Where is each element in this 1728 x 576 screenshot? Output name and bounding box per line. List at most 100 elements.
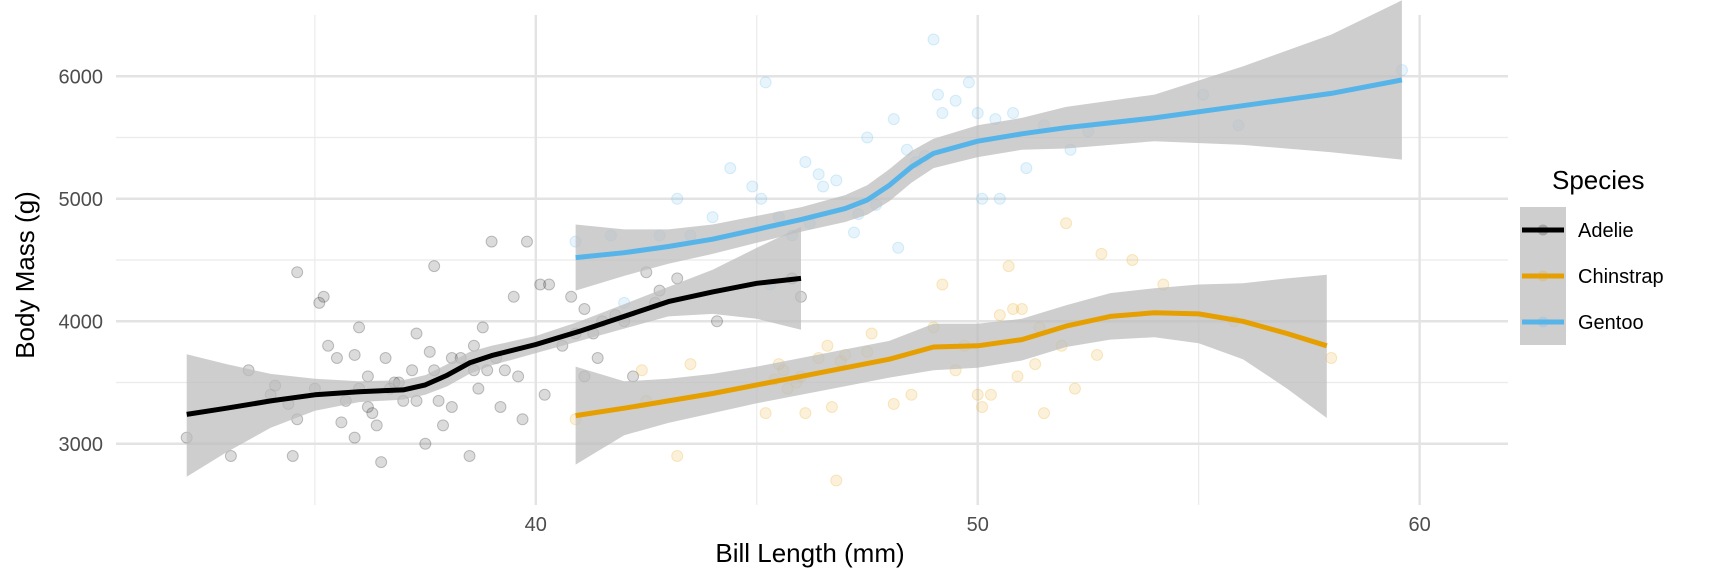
point-gentoo [892, 241, 905, 254]
point-adelie [565, 290, 578, 303]
trend-line-chinstrap [575, 310, 1328, 419]
y-axis-title: Body Mass (g) [10, 191, 40, 359]
point-adelie [507, 290, 520, 303]
ribbon-gentoo [575, 0, 1402, 291]
point-gentoo [755, 192, 768, 205]
point-chinstrap [936, 278, 949, 291]
point-gentoo [746, 180, 759, 193]
point-adelie [370, 419, 383, 432]
point-adelie [512, 370, 525, 383]
point-adelie [467, 339, 480, 352]
trend-line-adelie [186, 275, 802, 417]
point-chinstrap [971, 388, 984, 401]
point-adelie [543, 278, 556, 291]
point-chinstrap [887, 397, 900, 410]
point-chinstrap [993, 309, 1006, 322]
point-gentoo [931, 88, 944, 101]
point-gentoo [812, 168, 825, 181]
point-adelie [406, 364, 419, 377]
point-adelie [498, 364, 511, 377]
point-chinstrap [905, 388, 918, 401]
point-chinstrap [635, 364, 648, 377]
point-chinstrap [1060, 217, 1073, 230]
point-adelie [472, 382, 485, 395]
point-adelie [534, 278, 547, 291]
point-chinstrap [1029, 358, 1042, 371]
legend-label-gentoo: Gentoo [1578, 312, 1644, 334]
point-adelie [313, 296, 326, 309]
point-adelie [485, 235, 498, 248]
point-adelie [710, 315, 723, 328]
point-chinstrap [1091, 348, 1104, 361]
point-chinstrap [865, 327, 878, 340]
point-adelie [516, 413, 529, 426]
point-gentoo [671, 192, 684, 205]
point-gentoo [971, 107, 984, 119]
point-gentoo [993, 192, 1006, 205]
point-adelie [432, 394, 445, 407]
point-adelie [476, 321, 489, 334]
point-chinstrap [830, 474, 843, 487]
point-gentoo [861, 131, 874, 144]
point-gentoo [830, 174, 843, 187]
point-adelie [330, 352, 343, 364]
y-tick-label: 4000 [59, 311, 104, 333]
point-adelie [463, 450, 476, 462]
point-chinstrap [799, 407, 812, 420]
y-tick-label: 6000 [59, 66, 104, 88]
point-gentoo [847, 226, 860, 239]
y-tick-label: 3000 [59, 434, 104, 456]
point-adelie [578, 303, 591, 315]
point-chinstrap [825, 401, 838, 413]
ribbon-adelie [186, 226, 801, 477]
y-tick-label: 5000 [59, 189, 104, 211]
point-gentoo [936, 107, 949, 119]
point-adelie [366, 407, 379, 420]
point-chinstrap [984, 388, 997, 401]
point-gentoo [949, 94, 962, 107]
point-chinstrap [1011, 370, 1024, 383]
point-adelie [353, 321, 366, 334]
point-adelie [361, 370, 374, 383]
point-gentoo [1020, 162, 1033, 175]
point-chinstrap [671, 450, 684, 462]
point-adelie [335, 416, 348, 429]
point-gentoo [799, 156, 812, 168]
point-chinstrap [1015, 303, 1028, 315]
x-tick-label: 40 [525, 514, 547, 536]
point-adelie [379, 352, 392, 364]
point-gentoo [1007, 107, 1020, 119]
point-chinstrap [684, 358, 697, 371]
point-gentoo [724, 162, 737, 175]
point-adelie [286, 450, 299, 462]
point-adelie [437, 419, 450, 432]
point-adelie [224, 450, 237, 462]
point-adelie [494, 401, 507, 413]
legend-label-chinstrap: Chinstrap [1578, 266, 1664, 288]
legend-title: Species [1552, 165, 1645, 195]
x-axis-title: Bill Length (mm) [715, 538, 904, 568]
point-gentoo [706, 211, 719, 224]
ribbon-chinstrap [575, 274, 1327, 465]
confidence-ribbons [186, 0, 1402, 477]
point-chinstrap [976, 401, 989, 413]
point-adelie [520, 235, 533, 248]
point-gentoo [927, 33, 940, 46]
point-chinstrap [1068, 382, 1081, 395]
point-chinstrap [759, 407, 772, 420]
point-adelie [375, 456, 388, 469]
point-gentoo [887, 113, 900, 126]
x-tick-label: 60 [1408, 514, 1430, 536]
point-gentoo [759, 76, 772, 89]
point-chinstrap [1038, 407, 1050, 420]
point-gentoo [976, 192, 989, 205]
point-adelie [419, 437, 432, 450]
point-adelie [428, 260, 441, 273]
legend-label-adelie: Adelie [1578, 220, 1634, 242]
point-chinstrap [1325, 352, 1338, 364]
point-adelie [445, 401, 458, 413]
point-gentoo [962, 76, 975, 89]
point-chinstrap [821, 339, 834, 352]
point-adelie [348, 431, 361, 444]
